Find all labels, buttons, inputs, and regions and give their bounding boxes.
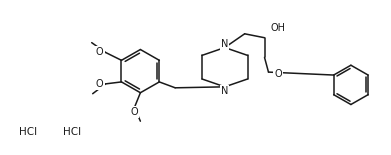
Text: OH: OH (271, 23, 285, 33)
Text: O: O (274, 69, 282, 79)
Text: HCl: HCl (19, 127, 38, 137)
Text: N: N (221, 39, 228, 49)
Text: O: O (96, 47, 104, 58)
Text: O: O (131, 107, 138, 117)
Text: O: O (96, 79, 104, 89)
Text: HCl: HCl (63, 127, 81, 137)
Text: N: N (221, 86, 228, 96)
